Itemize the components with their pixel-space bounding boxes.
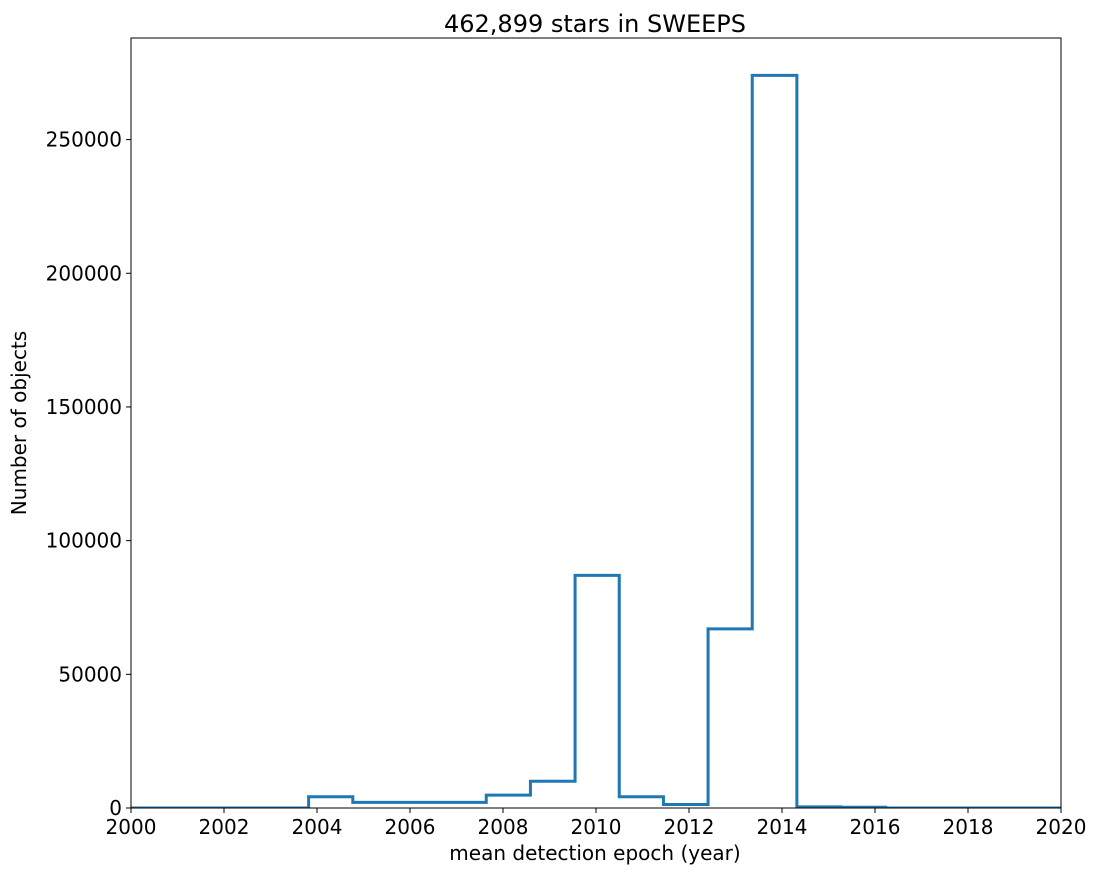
- x-tick-label: 2018: [943, 815, 994, 839]
- y-tick-label: 50000: [58, 662, 122, 686]
- histogram-bin: [309, 797, 353, 808]
- x-tick-label: 2010: [571, 815, 622, 839]
- x-tick-label: 2002: [199, 815, 250, 839]
- x-tick-label: 2008: [478, 815, 529, 839]
- plot-area: 2000 2002 2004 2006 2008 2010 2012 2014 2016 2018…: [46, 37, 1087, 839]
- x-tick-label: 2014: [757, 815, 808, 839]
- y-tick-label: 0: [109, 796, 122, 820]
- x-tick-label: 2006: [385, 815, 436, 839]
- x-tick-label: 2000: [106, 815, 157, 839]
- histogram-bin: [708, 629, 752, 808]
- histogram-bin: [575, 575, 619, 808]
- x-tick-label: 2020: [1036, 815, 1087, 839]
- y-tick-label: 150000: [46, 395, 122, 419]
- y-tick-label: 250000: [46, 128, 122, 152]
- x-tick-label: 2004: [292, 815, 343, 839]
- axes-frame: [130, 37, 1062, 809]
- x-tick-label: 2016: [850, 815, 901, 839]
- histogram-bin: [752, 75, 797, 808]
- y-tick-label: 100000: [46, 529, 122, 553]
- histogram-bin: [486, 795, 530, 808]
- histogram-bin: [619, 797, 663, 808]
- histogram-bin: [530, 781, 575, 808]
- x-tick-label: 2012: [664, 815, 715, 839]
- chart-title: 462,899 stars in SWEEPS: [444, 10, 746, 38]
- histogram-step-line: [131, 73, 1061, 808]
- y-tick-label: 200000: [46, 261, 122, 285]
- y-axis-label: Number of objects: [7, 331, 31, 515]
- x-axis-label: mean detection epoch (year): [449, 841, 740, 865]
